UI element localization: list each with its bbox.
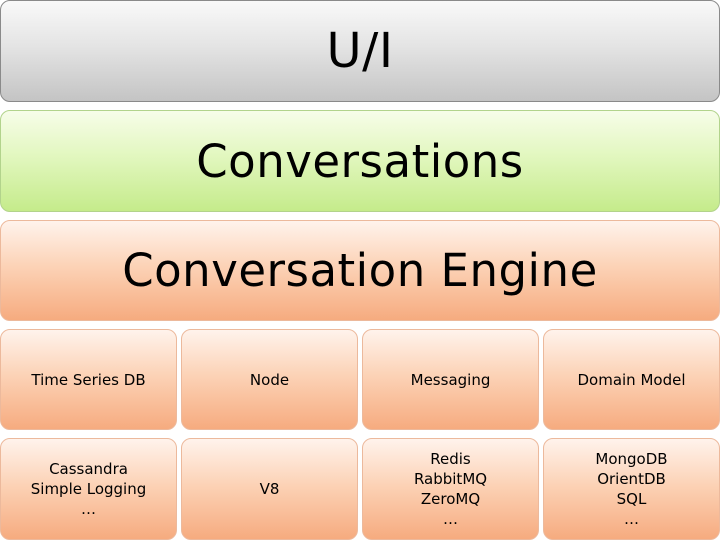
impl-item-mongodb: MongoDB bbox=[595, 450, 668, 468]
domain-model-impl-box: MongoDB OrientDB SQL … bbox=[543, 438, 720, 540]
impl-item-zeromq: ZeroMQ bbox=[420, 490, 481, 508]
conversations-layer-box: Conversations bbox=[0, 110, 720, 212]
impl-item-cassandra: Cassandra bbox=[49, 460, 128, 478]
node-box: Node bbox=[181, 329, 358, 430]
impl-item-ellipsis: … bbox=[443, 510, 458, 528]
conversation-engine-layer-label: Conversation Engine bbox=[122, 244, 598, 297]
ui-layer-label: U/I bbox=[326, 23, 394, 79]
impl-item-ellipsis: … bbox=[81, 500, 96, 518]
ui-layer-box: U/I bbox=[0, 0, 720, 102]
node-impl-box: V8 bbox=[181, 438, 358, 540]
conversations-layer-label: Conversations bbox=[196, 134, 524, 188]
impl-item-sql: SQL bbox=[616, 490, 647, 508]
domain-model-impl-list: MongoDB OrientDB SQL … bbox=[595, 449, 667, 529]
time-series-db-impl-box: Cassandra Simple Logging … bbox=[0, 438, 177, 540]
time-series-db-label: Time Series DB bbox=[31, 370, 146, 389]
domain-model-label: Domain Model bbox=[577, 370, 686, 389]
time-series-db-impl-list: Cassandra Simple Logging … bbox=[31, 459, 147, 519]
impl-item-v8: V8 bbox=[259, 480, 280, 498]
impl-item-ellipsis: … bbox=[623, 510, 639, 528]
node-label: Node bbox=[249, 370, 290, 389]
domain-model-box: Domain Model bbox=[543, 329, 720, 430]
impl-item-orientdb: OrientDB bbox=[597, 470, 666, 488]
conversation-engine-layer-box: Conversation Engine bbox=[0, 220, 720, 321]
messaging-impl-list: Redis RabbitMQ ZeroMQ … bbox=[414, 449, 487, 529]
time-series-db-box: Time Series DB bbox=[0, 329, 177, 430]
messaging-box: Messaging bbox=[362, 329, 539, 430]
impl-item-simple-logging: Simple Logging bbox=[30, 480, 147, 498]
messaging-label: Messaging bbox=[410, 370, 491, 389]
node-impl-list: V8 bbox=[260, 479, 280, 499]
messaging-impl-box: Redis RabbitMQ ZeroMQ … bbox=[362, 438, 539, 540]
impl-item-redis: Redis bbox=[430, 450, 471, 468]
impl-item-rabbitmq: RabbitMQ bbox=[413, 470, 488, 488]
